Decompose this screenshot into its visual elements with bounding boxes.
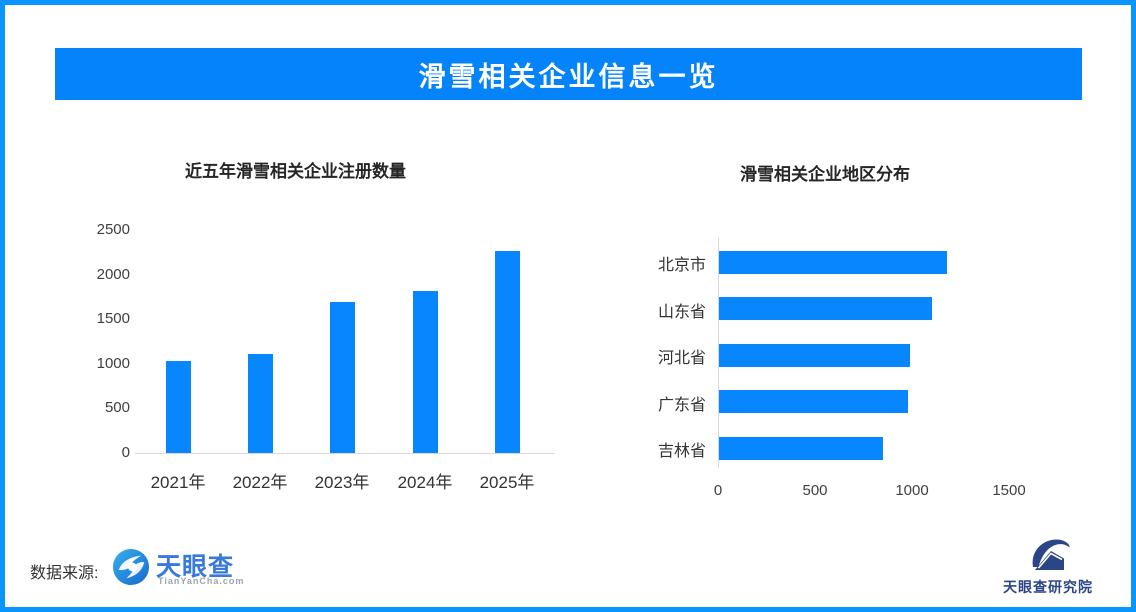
registration-bar [165,361,191,453]
institute-logo-text: 天眼查研究院 [1003,579,1093,595]
region-bar [719,343,910,367]
y-axis-tick-label: 500 [104,399,130,417]
region-bar [719,436,883,460]
tianyancha-logo-text: 天眼查 [156,553,235,581]
y-axis-tick-label: 2500 [96,221,130,238]
x-axis-tick-label: 0 [713,482,723,499]
tianyancha-logo-url: TianYanCha.com [158,576,245,586]
region-category-label: 河北省 [657,350,706,367]
region-bar [719,390,908,413]
x-axis-tick-label: 500 [802,482,828,499]
region-category-label: 吉林省 [657,443,706,460]
x-axis-line [135,453,555,454]
x-axis-category-label: 2025年 [479,473,535,492]
registration-bar [247,354,273,453]
tianyancha-eye-icon [112,548,150,586]
registration-bar [329,302,355,453]
registration-bar [494,251,520,453]
x-axis-category-label: 2022年 [232,473,288,492]
x-axis-category-label: 2024年 [397,473,453,492]
y-axis-tick-label: 2000 [96,265,130,283]
region-category-label: 山东省 [657,303,706,321]
tianyancha-logo: 天眼查 TianYanCha.com [112,547,312,591]
institute-mountain-icon [1032,539,1070,570]
page-title: 滑雪相关企业信息一览 [418,61,719,92]
region-chart-title: 滑雪相关企业地区分布 [740,165,910,184]
registration-bar [412,291,438,453]
institute-logo: 天眼查研究院 [998,534,1098,596]
y-axis-tick-label: 1000 [96,354,130,372]
region-bar [719,297,932,320]
region-category-label: 北京市 [657,257,706,274]
x-axis-category-label: 2023年 [314,473,370,492]
x-axis-tick-label: 1000 [895,482,929,499]
y-axis-line [718,238,719,468]
y-axis-tick-label: 0 [121,444,130,461]
data-source-label: 数据来源: [30,565,99,582]
x-axis-tick-label: 1500 [992,482,1026,499]
x-axis-category-label: 2021年 [150,473,206,492]
y-axis-tick-label: 1500 [96,310,130,328]
region-bar [719,250,947,274]
registration-chart-title: 近五年滑雪相关企业注册数量 [185,162,406,181]
region-category-label: 广东省 [657,396,706,414]
page-title-banner: 滑雪相关企业信息一览 [55,48,1082,100]
